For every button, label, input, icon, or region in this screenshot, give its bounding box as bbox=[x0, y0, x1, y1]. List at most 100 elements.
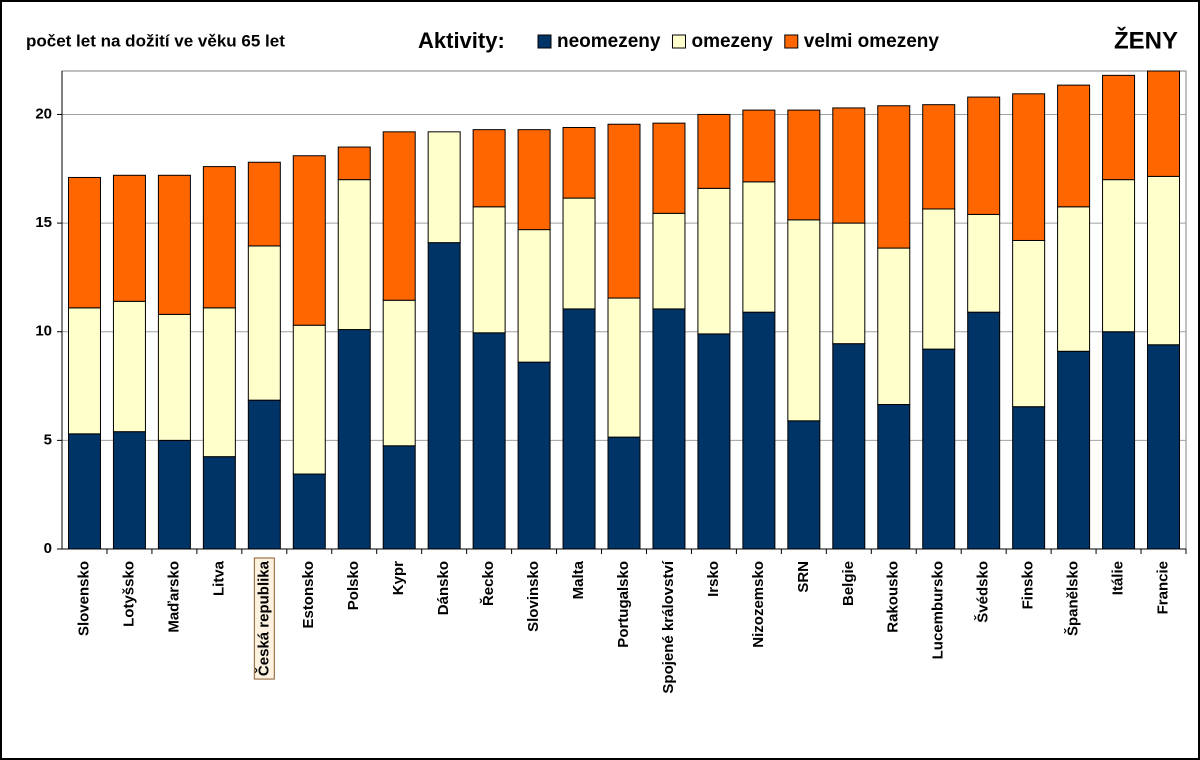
bar-segment bbox=[1147, 344, 1181, 550]
x-tick-label: Slovinsko bbox=[525, 561, 542, 632]
x-tick-label: Litva bbox=[210, 560, 227, 596]
bar-segment bbox=[157, 439, 191, 550]
bar-segment bbox=[697, 333, 731, 550]
bar-segment bbox=[742, 109, 776, 183]
x-tick-label: Švédsko bbox=[974, 561, 992, 623]
x-tick-label: Francie bbox=[1154, 561, 1171, 614]
x-tick-label: Polsko bbox=[345, 561, 362, 610]
bar-segment bbox=[787, 420, 821, 550]
bar-segment bbox=[1012, 406, 1046, 550]
x-tick-label: Portugalsko bbox=[615, 561, 632, 648]
bar-segment bbox=[1057, 84, 1091, 208]
bar-segment bbox=[517, 229, 551, 363]
x-tick-label: SRN bbox=[795, 561, 812, 593]
bar-segment bbox=[607, 436, 641, 550]
x-tick-label: Irsko bbox=[705, 561, 722, 597]
bar-segment bbox=[967, 213, 1001, 313]
bar-segment bbox=[337, 329, 371, 550]
x-tick-label: Česká republika bbox=[254, 560, 272, 676]
bar-segment bbox=[67, 176, 101, 309]
highlight-box bbox=[253, 557, 275, 680]
bar-segment bbox=[1102, 331, 1136, 550]
x-tick-label: Slovensko bbox=[75, 561, 92, 636]
bar-segment bbox=[202, 456, 236, 550]
y-tick-label: 15 bbox=[35, 214, 52, 231]
bar-segment bbox=[562, 197, 596, 310]
bar-segment bbox=[697, 113, 731, 189]
x-tick-label: Španělsko bbox=[1064, 561, 1082, 636]
bar-segment bbox=[1012, 239, 1046, 408]
bar-segment bbox=[1147, 175, 1181, 346]
bar-segment bbox=[922, 348, 956, 550]
bar-segment bbox=[967, 96, 1001, 215]
legend-label: neomezeny bbox=[557, 31, 661, 52]
bar-segment bbox=[67, 433, 101, 550]
bar-segment bbox=[292, 324, 326, 475]
bar-segment bbox=[427, 131, 461, 244]
bar-segment bbox=[382, 131, 416, 301]
bar-segment bbox=[652, 308, 686, 550]
annotation: ŽENY bbox=[1114, 26, 1178, 54]
bar-segment bbox=[967, 311, 1001, 550]
bar-segment bbox=[652, 122, 686, 214]
bar-segment bbox=[247, 161, 281, 247]
x-tick-label: Itálie bbox=[1110, 561, 1127, 595]
bar-segment bbox=[562, 308, 596, 550]
bar-segment bbox=[787, 219, 821, 422]
bar-segment bbox=[562, 126, 596, 199]
x-tick-label: Finsko bbox=[1020, 561, 1037, 609]
legend-label: velmi omezeny bbox=[804, 31, 940, 52]
x-tick-label: Spojené království bbox=[660, 560, 677, 693]
legend-label: omezeny bbox=[691, 31, 773, 52]
x-tick-label: Rakousko bbox=[885, 561, 902, 633]
bar-segment bbox=[922, 104, 956, 210]
bar-segment bbox=[832, 107, 866, 224]
bar-segment bbox=[472, 206, 506, 334]
x-tick-label: Nizozemsko bbox=[750, 561, 767, 648]
bar-segment bbox=[742, 181, 776, 313]
x-tick-label: Lucembursko bbox=[930, 561, 947, 659]
x-tick-label: Estonsko bbox=[300, 561, 317, 629]
bar-segment bbox=[292, 473, 326, 550]
legend-swatch bbox=[671, 34, 686, 49]
bar-segment bbox=[607, 297, 641, 438]
bar-segment bbox=[877, 404, 911, 550]
x-tick-label: Malta bbox=[570, 560, 587, 599]
bar-segment bbox=[742, 311, 776, 550]
legend-swatch bbox=[537, 34, 552, 49]
bar-segment bbox=[472, 129, 506, 208]
bar-segment bbox=[337, 146, 371, 181]
bar-segment bbox=[1102, 74, 1136, 181]
x-tick-label: Kypr bbox=[390, 561, 407, 595]
x-tick-label: Lotyšsko bbox=[120, 561, 137, 627]
bar-segment bbox=[247, 245, 281, 401]
bar-segment bbox=[1147, 70, 1181, 177]
bar-segment bbox=[112, 174, 146, 302]
bar-segment bbox=[112, 431, 146, 550]
bar-segment bbox=[922, 208, 956, 350]
bar-segment bbox=[877, 247, 911, 406]
y-tick-label: 10 bbox=[35, 323, 52, 340]
bar-segment bbox=[517, 361, 551, 550]
bar-segment bbox=[607, 123, 641, 299]
bar-segment bbox=[427, 242, 461, 550]
bar-segment bbox=[1057, 206, 1091, 352]
bar-segment bbox=[472, 332, 506, 550]
bar-segment bbox=[157, 313, 191, 441]
x-tick-label: Belgie bbox=[840, 561, 857, 606]
bar-segment bbox=[112, 300, 146, 433]
bar-segment bbox=[202, 166, 236, 309]
bar-segment bbox=[247, 399, 281, 550]
bar-segment bbox=[652, 212, 686, 310]
y-tick-label: 5 bbox=[44, 431, 52, 448]
x-tick-label: Řecko bbox=[479, 561, 497, 606]
legend-title: Aktivity: bbox=[418, 28, 505, 53]
bar-segment bbox=[292, 155, 326, 326]
legend-swatch bbox=[784, 34, 799, 49]
chart-title: počet let na dožití ve věku 65 let bbox=[26, 31, 285, 50]
bar-segment bbox=[202, 307, 236, 458]
bar-segment bbox=[1012, 93, 1046, 241]
bar-segment bbox=[697, 187, 731, 335]
